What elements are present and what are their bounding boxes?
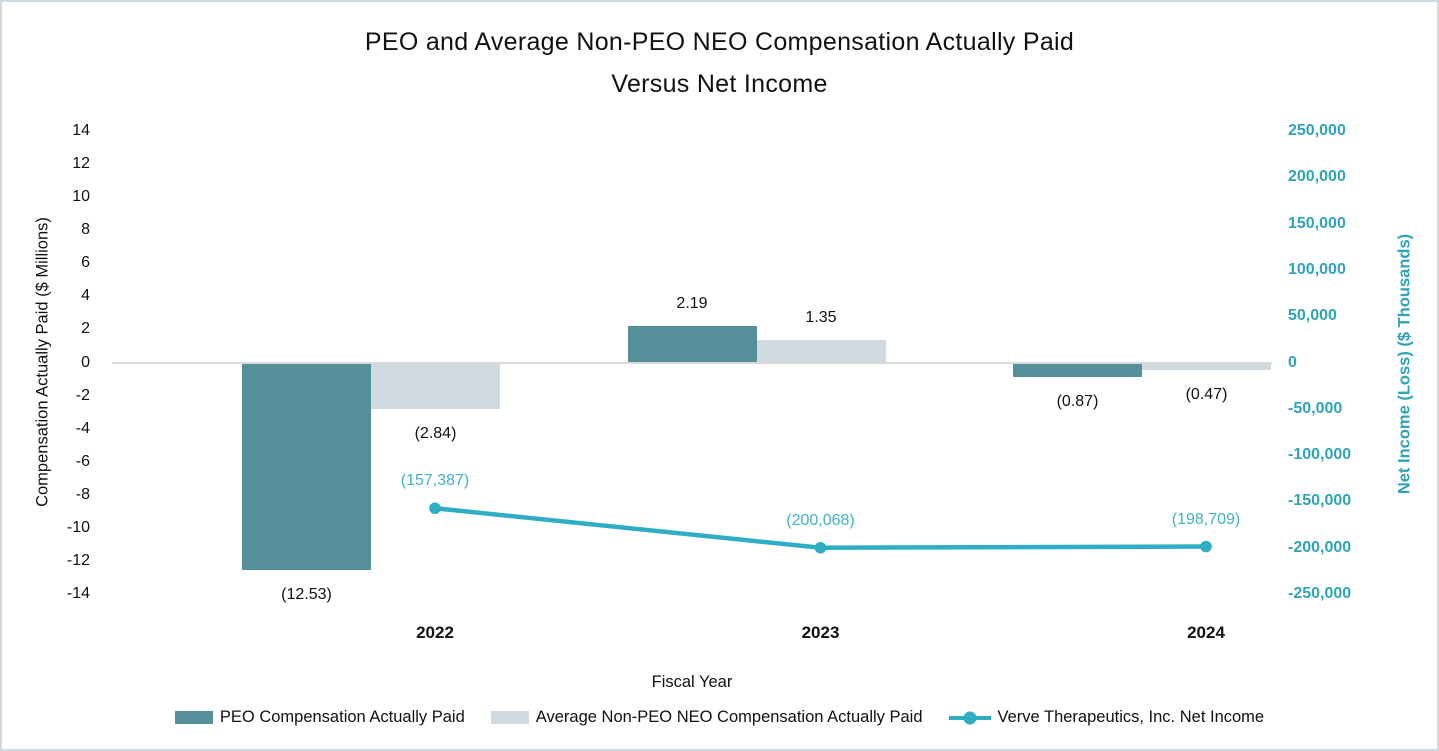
- legend-item-net-income: Verve Therapeutics, Inc. Net Income: [948, 708, 1265, 727]
- x-axis-label-2022: 2022: [416, 623, 454, 642]
- left-axis-tick: 14: [72, 122, 90, 139]
- chart-title-line2: Versus Net Income: [611, 70, 828, 98]
- legend-label: Average Non-PEO NEO Compensation Actuall…: [535, 708, 923, 726]
- left-axis-tick: 0: [81, 353, 90, 371]
- legend-line-dot: [963, 711, 977, 724]
- left-axis-tick: -2: [75, 386, 90, 404]
- net-income-label-2022: (157,387): [400, 472, 470, 490]
- right-axis-tick: -200,000: [1288, 538, 1352, 556]
- right-axis-tick: 200,000: [1288, 168, 1346, 186]
- left-axis-tick: 8: [81, 221, 90, 239]
- x-axis-title: Fiscal Year: [651, 673, 733, 691]
- bar-label-peo-2024: (0.87): [1056, 392, 1099, 410]
- bar-label-peo-2022: (12.53): [281, 585, 332, 603]
- left-axis-tick: 4: [81, 287, 90, 305]
- right-axis-tick: 150,000: [1288, 214, 1346, 232]
- right-axis-tick: 100,000: [1288, 260, 1346, 278]
- bar-label-neo-2022: (2.84): [414, 425, 457, 443]
- x-axis-label-2024: 2024: [1187, 623, 1225, 642]
- zero-gridline: [112, 362, 1272, 364]
- legend: PEO Compensation Actually Paid Average No…: [2, 708, 1437, 727]
- legend-label: PEO Compensation Actually Paid: [219, 708, 465, 726]
- left-axis-tick: 2: [81, 320, 90, 338]
- legend-swatch-neo-icon: [490, 711, 529, 724]
- net-income-label-2023: (200,068): [786, 511, 855, 529]
- left-axis-tick: 10: [72, 188, 90, 206]
- bar-label-peo-2023: 2.19: [676, 295, 708, 313]
- bar-neo-2022: [371, 363, 500, 410]
- net-income-label-2024: (198,709): [1171, 510, 1241, 528]
- bar-peo-2024: [1013, 363, 1142, 377]
- left-axis-tick: 6: [81, 254, 90, 272]
- left-axis-tick: 12: [72, 155, 90, 173]
- right-axis-tick: -250,000: [1288, 585, 1352, 602]
- legend-label: Verve Therapeutics, Inc. Net Income: [997, 708, 1265, 726]
- chart-title: PEO and Average Non-PEO NEO Compensation…: [2, 23, 1437, 103]
- net-income-point-2024: [1200, 540, 1212, 553]
- right-axis-tick: -50,000: [1288, 399, 1343, 417]
- right-axis-tick: 250,000: [1288, 122, 1346, 139]
- left-axis-tick: -10: [66, 518, 90, 536]
- chart-title-line1: PEO and Average Non-PEO NEO Compensation…: [364, 28, 1075, 56]
- bar-neo-2024: [1142, 363, 1271, 371]
- left-axis-tick: -8: [75, 485, 90, 503]
- x-axis-label-2023: 2023: [801, 623, 840, 642]
- bar-peo-2023: [627, 326, 757, 363]
- legend-item-peo: PEO Compensation Actually Paid: [174, 708, 465, 727]
- left-axis-tick: -12: [66, 551, 90, 569]
- right-axis-tick: -100,000: [1288, 446, 1352, 464]
- bar-label-neo-2023: 1.35: [805, 309, 837, 327]
- left-axis-tick: -4: [75, 419, 90, 437]
- right-axis-title: Net Income (Loss) ($ Thousands): [1395, 233, 1414, 495]
- bar-label-neo-2024: (0.47): [1185, 386, 1228, 404]
- legend-item-neo: Average Non-PEO NEO Compensation Actuall…: [490, 708, 923, 727]
- bar-neo-2023: [756, 340, 886, 363]
- right-axis-tick: 0: [1288, 353, 1297, 371]
- net-income-point-2022: [429, 502, 441, 515]
- net-income-point-2023: [814, 541, 827, 554]
- left-axis-tick: -14: [66, 585, 90, 602]
- legend-swatch-peo-icon: [174, 711, 213, 724]
- bar-peo-2022: [242, 363, 371, 570]
- legend-line-marker-icon: [948, 711, 991, 724]
- right-axis-tick: -150,000: [1288, 492, 1352, 510]
- right-axis-tick: 50,000: [1288, 307, 1337, 325]
- left-axis-tick: -6: [75, 452, 90, 470]
